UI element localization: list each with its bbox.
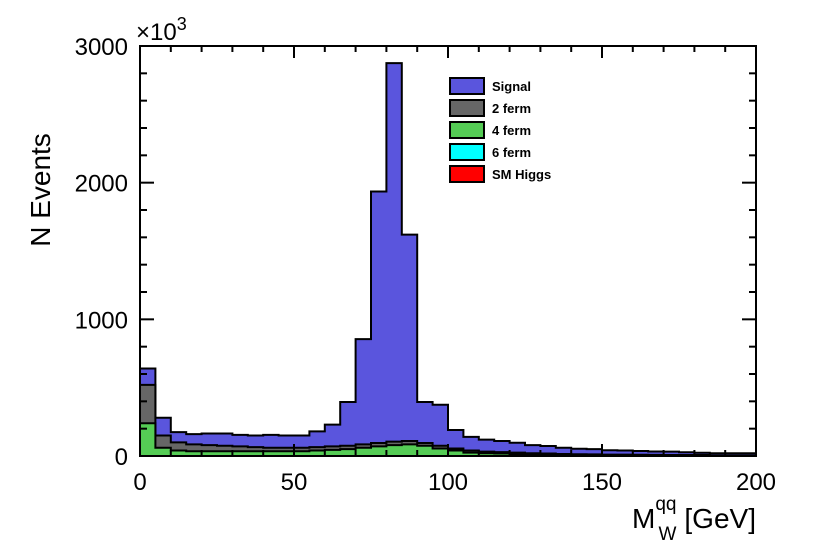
- legend-label-sm-higgs: SM Higgs: [492, 167, 551, 182]
- y-tick-label: 1000: [75, 307, 128, 334]
- legend-swatch-signal: [449, 77, 485, 95]
- legend-label-6-ferm: 6 ferm: [492, 145, 531, 160]
- series-signal-histogram: [139, 62, 757, 457]
- y-tick-labels: 0 1000 2000 3000: [75, 34, 128, 471]
- x-tick-label: 50: [281, 469, 308, 496]
- x-tick-label: 0: [133, 469, 146, 496]
- x-tick-labels: 0 50 100 150 200: [133, 469, 776, 496]
- legend-swatch-sm-higgs: [449, 165, 485, 183]
- x-axis-title: Mqq W[GeV]: [632, 494, 756, 545]
- x-tick-label: 100: [428, 469, 468, 496]
- legend-label-signal: Signal: [492, 79, 531, 94]
- legend-swatch-6-ferm: [449, 143, 485, 161]
- legend-swatch-4-ferm: [449, 121, 485, 139]
- legend: Signal 2 ferm 4 ferm 6 ferm SM Higgs: [449, 77, 551, 183]
- y-axis-multiplier: ×103: [136, 14, 187, 46]
- y-tick-label: 0: [115, 444, 128, 471]
- y-tick-label: 3000: [75, 34, 128, 61]
- y-tick-label: 2000: [75, 171, 128, 198]
- x-tick-label: 200: [736, 469, 776, 496]
- legend-label-2-ferm: 2 ferm: [492, 101, 531, 116]
- axis-ticks: [139, 45, 757, 457]
- y-axis-title: N Events: [25, 133, 56, 247]
- x-tick-label: 150: [582, 469, 622, 496]
- legend-swatch-2-ferm: [449, 99, 485, 117]
- legend-label-4-ferm: 4 ferm: [492, 123, 531, 138]
